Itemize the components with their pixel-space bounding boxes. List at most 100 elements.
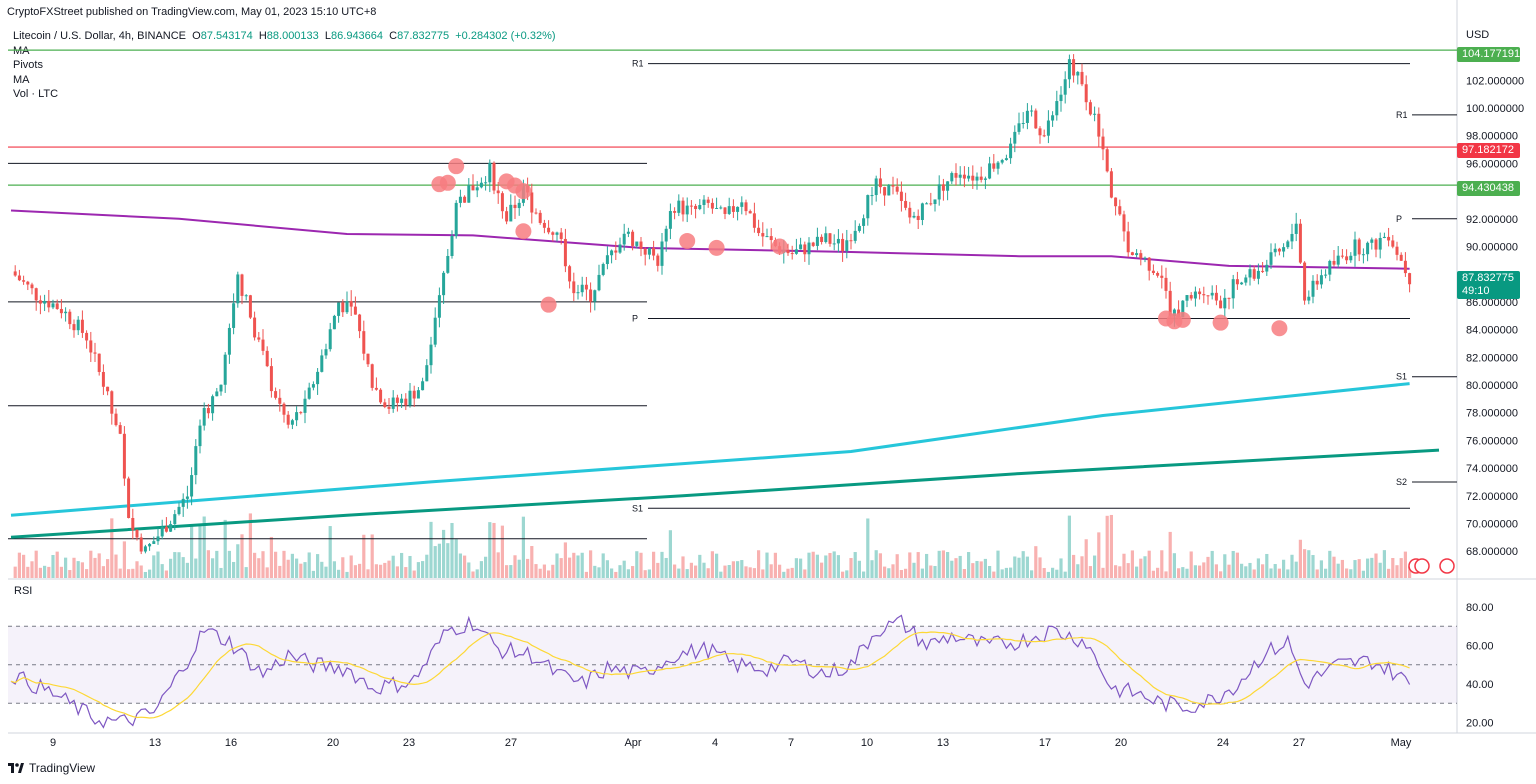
candle <box>689 200 693 215</box>
candle-body <box>610 250 614 256</box>
candle <box>475 181 479 198</box>
volume-bar <box>370 534 374 578</box>
support-circle <box>1212 314 1229 331</box>
volume-bar <box>929 565 933 578</box>
candle <box>223 352 227 393</box>
volume-bar <box>1193 565 1197 578</box>
rsi-line[interactable] <box>10 614 1411 729</box>
candle-body <box>1168 290 1172 317</box>
volume-bar <box>962 569 966 578</box>
candle <box>269 358 273 398</box>
candle-body <box>13 271 17 276</box>
candle <box>1160 265 1164 289</box>
ma-cyan-line[interactable] <box>10 382 1410 517</box>
volume-bar <box>1147 550 1151 578</box>
volume-bar <box>568 557 572 578</box>
tradingview-footer[interactable]: TradingView <box>8 761 95 775</box>
open-label: O <box>192 30 201 42</box>
volume-bar <box>454 539 458 578</box>
candle-body <box>748 211 752 214</box>
volume-bar <box>1261 564 1265 578</box>
candle-body <box>17 275 21 281</box>
price-tick-label: 68.000000 <box>1466 546 1518 558</box>
volume-bar <box>908 552 912 578</box>
candle <box>59 299 63 319</box>
volume-bar <box>1084 539 1088 578</box>
volume-bar <box>89 550 93 578</box>
time-tick-label: 17 <box>1039 737 1051 749</box>
volume-bar <box>488 522 492 578</box>
event-flag-icon[interactable] <box>1414 558 1430 574</box>
volume-bar <box>211 558 215 578</box>
candle-body <box>72 324 76 331</box>
candle <box>1151 264 1155 276</box>
candle-body <box>946 181 950 191</box>
candle <box>723 207 727 220</box>
candle <box>597 264 601 292</box>
candle <box>538 210 542 225</box>
candle-body <box>236 274 240 304</box>
candle-body <box>143 546 147 552</box>
candle <box>244 294 248 301</box>
volume-bar <box>946 551 950 578</box>
symbol-name[interactable]: Litecoin / U.S. Dollar, 4h, BINANCE <box>13 30 187 42</box>
candle <box>173 509 177 531</box>
rsi-tick-label: 80.00 <box>1466 602 1494 614</box>
volume-bar <box>1093 555 1097 578</box>
candle <box>715 197 719 209</box>
high-label: H <box>258 30 267 42</box>
candle-body <box>135 529 139 538</box>
candle-body <box>122 433 126 479</box>
volume-bar <box>1097 532 1101 578</box>
candle <box>887 183 891 196</box>
candle-body <box>1370 239 1374 243</box>
candle <box>828 233 832 247</box>
volume-bar <box>1009 567 1013 578</box>
volume-bar <box>677 568 681 578</box>
candle-body <box>484 182 488 184</box>
candle <box>639 237 643 257</box>
change-value: +0.284302 (+0.32%) <box>455 30 556 42</box>
rsi-label[interactable]: RSI <box>14 585 33 597</box>
volume-bar <box>1004 567 1008 578</box>
indicator-ma-2[interactable]: MA <box>13 73 30 86</box>
indicator-pivots[interactable]: Pivots <box>13 59 43 71</box>
candle-body <box>1227 297 1231 299</box>
volume-bar <box>1202 562 1206 578</box>
pivot-r1-label: R1 <box>632 59 644 69</box>
ma-green-line[interactable] <box>10 448 1440 539</box>
candle <box>358 313 362 339</box>
time-tick-label: 27 <box>505 737 517 749</box>
candle-body <box>853 230 857 241</box>
candle-body <box>374 387 378 390</box>
candle-body <box>1282 247 1286 252</box>
candle <box>937 175 941 206</box>
event-flag-icon[interactable] <box>1439 558 1455 574</box>
candle <box>1080 63 1084 87</box>
volume-bar <box>341 557 345 578</box>
volume-bar <box>778 564 782 578</box>
volume-bar <box>1391 558 1395 578</box>
volume-bar <box>727 565 731 578</box>
tag-resistance-top: 104.177191 <box>1457 47 1520 62</box>
rsi-ma-line[interactable] <box>10 631 1410 719</box>
candle-body <box>458 196 462 203</box>
volume-bar <box>484 556 488 578</box>
volume-bar <box>1000 569 1004 578</box>
candle <box>534 208 538 215</box>
candle-body <box>1298 223 1302 263</box>
volume-bar <box>152 555 156 578</box>
time-tick-label: 27 <box>1293 737 1305 749</box>
candle-body <box>1319 275 1323 285</box>
ma-purple-line[interactable] <box>10 209 1410 270</box>
indicator-volume[interactable]: Vol · LTC <box>13 88 59 100</box>
candle-body <box>593 290 597 302</box>
volume-bar <box>433 546 437 578</box>
candle <box>920 202 924 226</box>
candle-body <box>883 187 887 196</box>
candle-body <box>807 242 811 255</box>
candle-body <box>740 202 744 207</box>
candle <box>1340 249 1344 259</box>
volume-bar <box>479 561 483 578</box>
